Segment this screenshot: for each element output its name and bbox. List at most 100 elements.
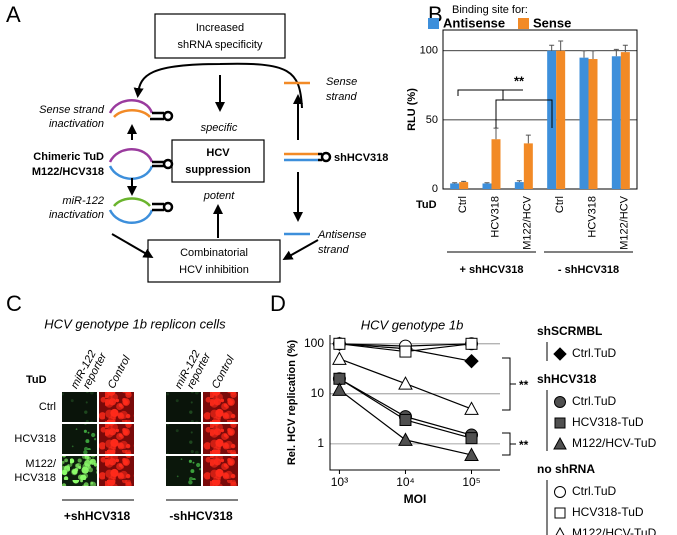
micrograph: [166, 392, 201, 422]
y-tick-label: 10: [311, 386, 325, 400]
condition-label: -shHCV318: [169, 509, 233, 523]
marker: [465, 432, 478, 445]
legend-label: Antisense: [443, 15, 505, 30]
annotation: **: [514, 73, 525, 88]
x-tick-label: M122/HCV: [619, 195, 631, 249]
panel-label: D: [270, 291, 286, 316]
right-label: strand: [326, 91, 357, 103]
right-label: Antisense: [317, 229, 366, 241]
marker: [399, 413, 412, 426]
right-label: shHCV318: [334, 152, 388, 164]
marker: [399, 345, 412, 358]
marker: [332, 351, 347, 365]
x-tick-label: HCV318: [489, 196, 501, 238]
legend-label: Ctrl.TuD: [572, 346, 617, 360]
row-label: M122/: [25, 458, 57, 470]
bar: [450, 183, 460, 189]
legend-title: Binding site for:: [452, 4, 528, 16]
diagram: Increased shRNA specificity specific HCV…: [32, 13, 388, 283]
right-label: strand: [318, 244, 349, 256]
column-label: Control: [106, 353, 134, 390]
legend-swatch: [428, 18, 439, 29]
bar: [620, 52, 630, 190]
x-tick-label: Ctrl: [457, 196, 469, 213]
legend-group: shSCRMBL: [537, 324, 602, 338]
marker: [398, 432, 413, 446]
left-label: inactivation: [49, 118, 104, 130]
left-label: miR-122: [62, 195, 104, 207]
link-text: specific: [201, 122, 238, 134]
bar: [491, 139, 501, 189]
legend-marker: [553, 436, 567, 450]
error-bar: [590, 50, 596, 60]
legend-marker: [553, 347, 567, 361]
y-tick-label: 0: [432, 183, 438, 195]
error-bar: [516, 180, 522, 183]
x-tick-label: Ctrl: [554, 196, 566, 213]
y-tick-label: 100: [420, 45, 438, 57]
legend-marker: [554, 417, 566, 429]
x-tick-label: 10⁵: [462, 475, 480, 489]
x-tick-label: HCV318: [586, 196, 598, 238]
group-label: - shHCV318: [558, 264, 619, 276]
marker: [398, 376, 413, 390]
micrograph: [99, 424, 134, 454]
legend-marker: [554, 507, 566, 519]
row-label: Ctrl: [39, 401, 56, 413]
error-bar: [549, 44, 555, 51]
bar: [588, 59, 598, 189]
marker: [333, 337, 346, 350]
bar: [459, 182, 469, 189]
error-bar: [581, 50, 587, 58]
y-tick-label: 100: [304, 336, 324, 350]
legend-group: no shRNA: [537, 462, 595, 476]
left-label: Chimeric TuD: [33, 151, 104, 163]
micrograph: [62, 392, 97, 422]
marker: [464, 353, 479, 369]
marker: [464, 447, 479, 461]
row-header: TuD: [26, 374, 47, 386]
marker: [332, 382, 347, 396]
micrograph: [166, 456, 201, 486]
y-tick-label: 1: [317, 436, 324, 450]
condition-label: +shHCV318: [64, 509, 131, 523]
micrograph: [99, 456, 134, 486]
legend-label: Ctrl.TuD: [572, 484, 617, 498]
box: [147, 239, 281, 283]
legend-label: M122/HCV-TuD: [572, 436, 657, 450]
micrograph-panel: HCV genotype 1b replicon cells TuD Ctrl H…: [14, 316, 238, 523]
right-label: Sense: [326, 76, 357, 88]
box-text: Increased: [196, 22, 244, 34]
panel-label: A: [6, 2, 21, 27]
plot-frame: [442, 29, 638, 190]
box-text: suppression: [185, 164, 251, 176]
row-label: HCV318: [14, 433, 56, 445]
annotation: **: [519, 378, 529, 392]
x-tick-label: 10³: [331, 475, 348, 489]
marker: [464, 401, 479, 415]
error-bar: [622, 44, 628, 53]
micrograph: [203, 424, 238, 454]
x-tick-label: M122/HCV: [522, 195, 534, 249]
panel-label: C: [6, 291, 22, 316]
annotation: **: [519, 438, 529, 452]
left-label: Sense strand: [39, 104, 105, 116]
category-axis-label: TuD: [416, 199, 437, 211]
micrograph: [203, 456, 238, 486]
box-text: Combinatorial: [180, 247, 248, 259]
arrow: [111, 233, 154, 259]
bar: [514, 182, 524, 189]
error-bar: [613, 48, 619, 57]
column-label: Control: [210, 353, 238, 390]
micrograph: [62, 456, 97, 486]
bar: [482, 183, 492, 189]
arrow: [282, 239, 319, 260]
significance-bracket: [502, 357, 516, 456]
error-bar: [493, 127, 499, 140]
arrow: [133, 62, 303, 109]
legend-label: Ctrl.TuD: [572, 394, 617, 408]
micrograph: [62, 424, 97, 454]
left-label: inactivation: [49, 209, 104, 221]
row-label: HCV318: [14, 472, 56, 484]
